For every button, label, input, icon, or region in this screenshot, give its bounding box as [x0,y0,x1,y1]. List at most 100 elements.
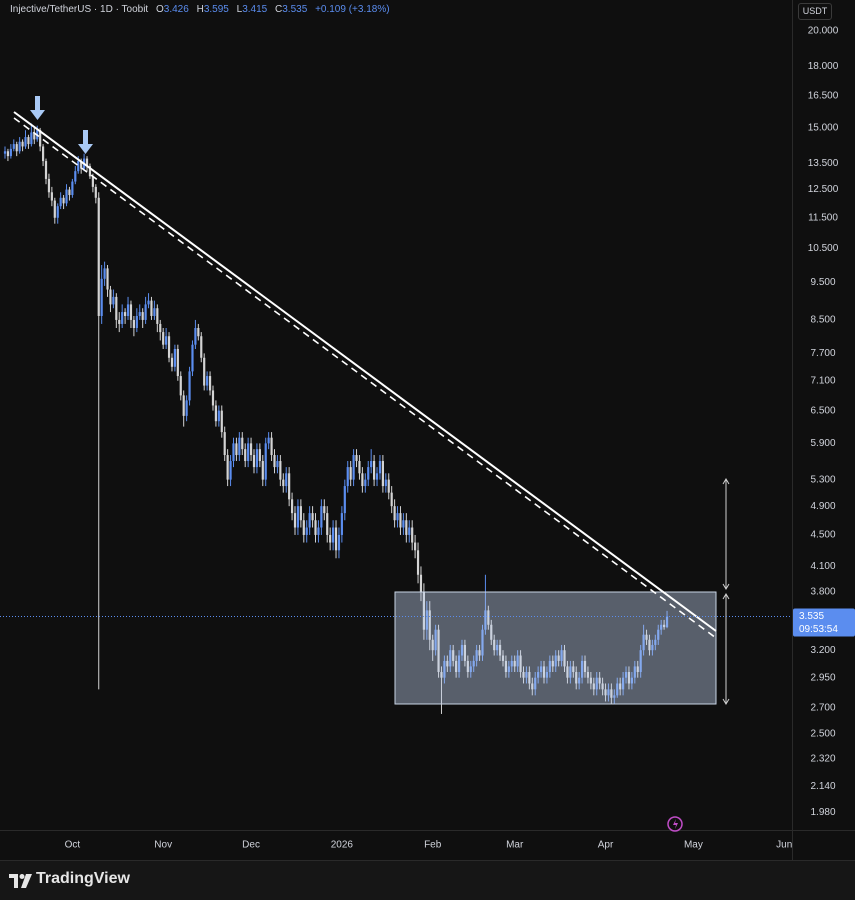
candle-body [211,390,215,406]
candle-body [285,473,288,487]
candle-body [214,405,218,422]
symbol-title: Injective/TetherUS · 1D · Toobit [10,4,149,15]
candle-body [179,376,182,396]
y-tick-label: 15.000 [808,123,839,134]
candle-body [422,592,425,630]
candle-body [103,268,106,279]
candle-body [645,634,648,640]
candle-body [516,655,519,667]
currency-button[interactable]: USDT [798,3,832,20]
candle-body [311,513,314,521]
candle-body [331,527,335,543]
x-tick-label: Feb [424,840,442,851]
candle-body [100,278,103,316]
candle-body [416,550,420,575]
candle-body [56,206,59,218]
candle-body [317,527,320,535]
candle-body [15,144,18,152]
candle-body [135,315,138,328]
candle-body [630,677,633,684]
change: +0.109 [315,4,346,15]
candle-body [539,666,543,673]
y-tick-label: 5.300 [810,474,835,485]
candle-body [575,672,578,684]
candle-body [633,666,636,678]
candle-body [267,437,270,444]
ohlc-value: 3.415 [242,4,268,15]
candle-body [457,655,461,673]
candle-body [27,137,30,145]
candle-body [663,624,666,628]
last-price-label: 3.535 [799,611,824,622]
candle-body [88,166,92,177]
candle-body [229,461,232,480]
ohlc-value: 3.595 [203,4,229,15]
candle-body [197,327,200,337]
candle-body [176,348,179,377]
candle-body [657,629,660,640]
candle-body [252,455,256,468]
candle-body [352,455,355,480]
candle-body [373,461,376,480]
x-tick-label: Dec [242,840,260,851]
candle-body [437,629,440,673]
candle-body [258,449,261,462]
candle-body [293,513,297,528]
candle-body [320,506,323,528]
candle-body [226,455,229,480]
candle-body [624,672,628,678]
ohlc-key: O [156,4,164,15]
candle-body [604,689,607,696]
candle-body [472,660,475,667]
x-tick-label: Oct [65,840,81,851]
candle-body [554,655,557,667]
x-tick-label: May [684,840,703,851]
candle-body [349,467,352,480]
candle-body [484,610,487,630]
candle-body [203,357,206,386]
candle-body [41,146,45,162]
candle-body [616,683,619,696]
candle-body [592,683,595,690]
candle-body [244,449,247,462]
candle-body [534,677,537,690]
candle-body [478,650,481,656]
candle-body [71,181,74,196]
candle-body [144,304,147,320]
candle-body [279,461,282,480]
candle-body [156,308,159,324]
candle-body [97,197,100,316]
candle-body [305,527,308,535]
candle-body [619,683,622,690]
candle-body [112,296,115,305]
footer: TradingView [0,860,855,900]
candle-body [162,332,165,345]
candle-body [24,137,27,147]
ohlc-value: 3.426 [163,4,189,15]
candle-body [613,695,616,698]
candle-body [434,629,437,651]
y-tick-label: 5.900 [810,438,835,449]
candle-body [276,461,279,468]
y-tick-label: 3.800 [810,587,835,598]
candle-body [563,650,566,667]
candle-body [510,660,513,667]
candle-body [449,650,452,667]
candle-body [475,650,478,661]
brand-name: TradingView [36,870,130,887]
candle-body [314,520,317,535]
candle-body [235,443,238,456]
candle-body [132,319,135,328]
candle-body [452,650,455,661]
pointer-arrows [30,96,93,154]
candle-body [191,344,194,372]
candle-body [33,132,36,140]
y-tick-label: 4.500 [810,530,835,541]
candle-body [141,312,144,320]
candle-body [39,130,42,147]
candle-body [402,520,405,528]
candle-body [507,666,510,673]
y-tick-label: 18.000 [808,61,839,72]
candle-body [167,336,171,358]
x-tick-label: Apr [598,840,614,851]
